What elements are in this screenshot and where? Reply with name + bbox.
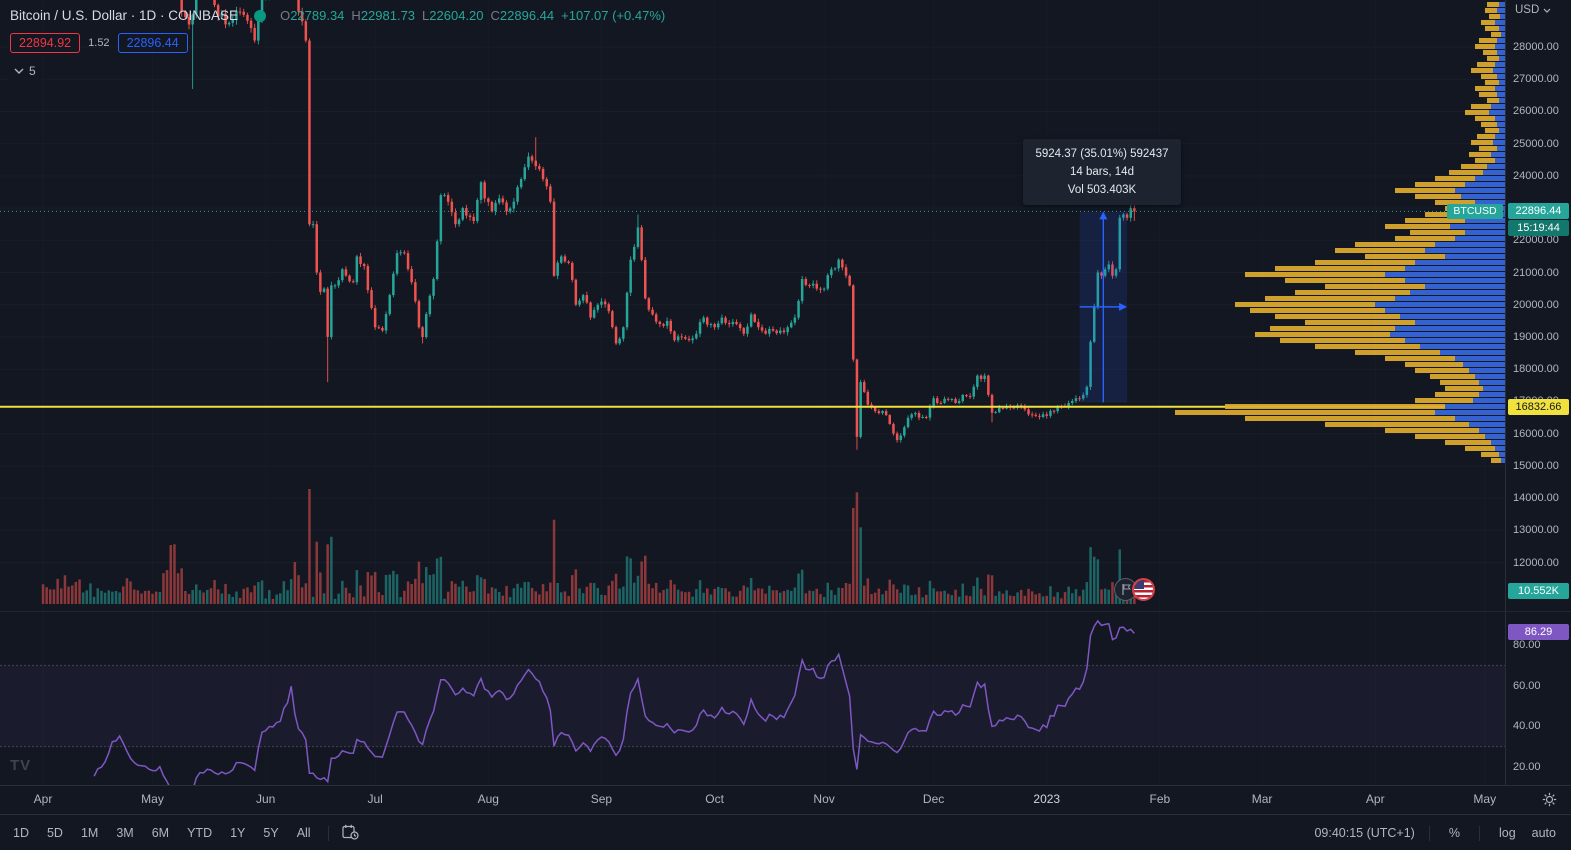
rsi-scale-label: 60.00 [1513, 679, 1541, 692]
pane-divider[interactable] [0, 611, 1571, 612]
price-label: 22000.00 [1513, 234, 1559, 247]
event-markers[interactable] [1114, 578, 1155, 601]
us-flag-icon[interactable] [1132, 578, 1155, 601]
range-button-5y[interactable]: 5Y [258, 823, 283, 843]
session-clock[interactable]: 09:40:15 (UTC+1) [1314, 826, 1415, 840]
date-range-buttons: 1D 5D 1M 3M 6M YTD 1Y 5Y All [0, 823, 320, 843]
rsi-value-badge: 86.29 [1508, 624, 1569, 641]
time-axis[interactable]: Apr May Jun Jul Aug Sep Oct Nov Dec 2023 Feb Mar Apr… [0, 785, 1571, 815]
chevron-down-icon [14, 68, 24, 74]
price-label: 14000.00 [1513, 492, 1559, 505]
ohlc-readout: O22789.34 H22981.73 L22604.20 C22896.44 … [280, 8, 665, 23]
low-label: L [422, 8, 430, 23]
indicators-toggle[interactable]: 5 [8, 62, 42, 80]
price-scale[interactable]: USD 28000.00 27000.00 26000.00 25000.00 2400… [1505, 0, 1571, 785]
measure-volume: Vol 503.403K [1067, 184, 1137, 196]
indicators-count: 5 [29, 64, 36, 78]
price-label: 25000.00 [1513, 137, 1559, 150]
time-axis-label: May [141, 792, 164, 806]
price-label: 19000.00 [1513, 330, 1559, 343]
price-label: 21000.00 [1513, 266, 1559, 279]
gear-icon [1542, 792, 1557, 807]
price-label: 26000.00 [1513, 105, 1559, 118]
flag-icon [1121, 584, 1131, 595]
last-price-badge: 22896.44 [1508, 203, 1569, 220]
bottom-toolbar: 1D 5D 1M 3M 6M YTD 1Y 5Y All 09:40:15 (UTC+1) % … [0, 814, 1571, 850]
time-axis-label: Mar [1251, 792, 1273, 806]
time-axis-label: 2023 [1033, 792, 1061, 806]
price-label: 13000.00 [1513, 524, 1559, 537]
rsi-scale-label: 80.00 [1513, 639, 1541, 651]
range-button-6m[interactable]: 6M [147, 823, 174, 843]
currency-dropdown[interactable]: USD [1515, 4, 1551, 16]
event-flag-icon[interactable] [1114, 578, 1137, 601]
high-label: H [351, 8, 361, 23]
level-price-badge: 16832.66 [1508, 398, 1569, 415]
range-button-5d[interactable]: 5D [42, 823, 68, 843]
price-label: 24000.00 [1513, 169, 1559, 182]
percent-scale-button[interactable]: % [1444, 823, 1465, 843]
range-button-3m[interactable]: 3M [111, 823, 138, 843]
change-value: +107.07 (+0.47%) [561, 8, 666, 23]
range-button-1d[interactable]: 1D [8, 823, 34, 843]
time-axis-label: Apr [1365, 792, 1385, 806]
chevron-down-icon [1543, 8, 1551, 13]
symbol-title[interactable]: Bitcoin / U.S. Dollar · 1D · COINBASE [10, 8, 239, 23]
close-label: C [490, 8, 500, 23]
range-button-ytd[interactable]: YTD [182, 823, 217, 843]
rsi-scale-label: 40.00 [1513, 720, 1541, 733]
time-axis-label: Nov [813, 792, 835, 806]
toolbar-divider [1428, 825, 1430, 841]
price-label: 16000.00 [1513, 427, 1559, 440]
range-button-1y[interactable]: 1Y [225, 823, 250, 843]
volume-badge: 10.552K [1508, 583, 1569, 599]
time-axis-label: Apr [33, 792, 53, 806]
measure-change: 5924.37 (35.01%) 592437 [1035, 148, 1169, 160]
time-axis-label: Dec [922, 792, 945, 806]
currency-label: USD [1515, 4, 1540, 16]
time-axis-label: Feb [1149, 792, 1171, 806]
market-status-icon[interactable] [254, 9, 267, 22]
close-value: 22896.44 [499, 8, 555, 23]
price-label: 12000.00 [1513, 556, 1559, 569]
price-label: 18000.00 [1513, 363, 1559, 376]
time-axis-label: Aug [477, 792, 499, 806]
sell-price-button[interactable]: 22894.92 [10, 33, 81, 53]
price-chart[interactable] [0, 0, 1505, 785]
tradingview-logo[interactable]: TV [10, 757, 32, 774]
bar-countdown-badge: 15:19:44 [1508, 219, 1569, 236]
price-label: 27000.00 [1513, 73, 1559, 86]
toolbar-divider [327, 825, 329, 841]
high-value: 22981.73 [360, 8, 416, 23]
open-label: O [280, 8, 291, 23]
go-to-date-button[interactable] [337, 821, 364, 846]
time-axis-label: May [1473, 792, 1497, 806]
auto-scale-button[interactable]: auto [1527, 823, 1561, 843]
spread-value: 1.52 [88, 37, 110, 49]
price-label: 28000.00 [1513, 41, 1559, 53]
symbol-price-label: BTCUSD [1447, 203, 1503, 219]
price-label: 20000.00 [1513, 298, 1559, 311]
range-button-all[interactable]: All [292, 823, 316, 843]
axis-settings-button[interactable] [1542, 792, 1557, 810]
time-axis-label: Oct [705, 792, 724, 806]
log-scale-button[interactable]: log [1494, 823, 1521, 843]
range-button-1m[interactable]: 1M [76, 823, 103, 843]
rsi-scale-label: 20.00 [1513, 760, 1541, 773]
time-axis-label: Jul [367, 792, 383, 806]
measure-bars: 14 bars, 14d [1070, 166, 1134, 178]
price-label: 15000.00 [1513, 459, 1559, 472]
low-value: 22604.20 [429, 8, 484, 23]
buy-price-button[interactable]: 22896.44 [117, 33, 188, 53]
calendar-clock-icon [341, 824, 359, 840]
open-value: 22789.34 [290, 8, 345, 23]
toolbar-divider [1478, 825, 1480, 841]
time-axis-label: Sep [590, 792, 613, 806]
measure-tooltip: 5924.37 (35.01%) 592437 14 bars, 14d Vol… [1023, 139, 1181, 205]
time-axis-label: Jun [255, 792, 276, 806]
